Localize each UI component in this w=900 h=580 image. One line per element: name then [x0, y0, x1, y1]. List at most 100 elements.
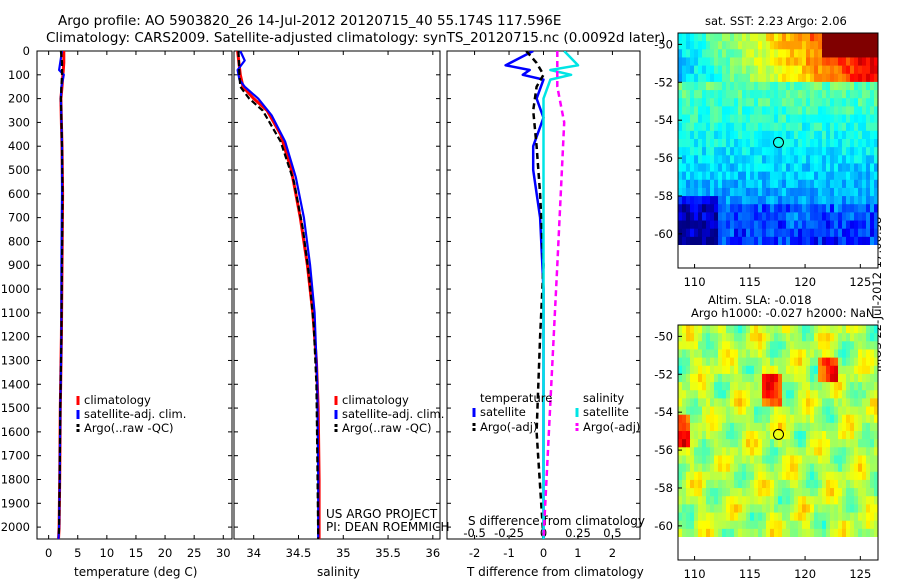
- sla-cell: [870, 447, 875, 456]
- sla-cell: [698, 341, 703, 350]
- sst-cell: [826, 220, 831, 230]
- sst-cell: [806, 73, 811, 83]
- sst-cell: [862, 114, 867, 124]
- sla-cell: [818, 463, 823, 473]
- sst-cell: [738, 220, 743, 230]
- depth-tick-label: 500: [8, 163, 30, 177]
- sla-cell: [782, 520, 787, 530]
- sla-cell: [778, 488, 783, 497]
- sst-cell: [714, 65, 719, 75]
- sst-cell: [726, 114, 731, 124]
- sla-cell: [698, 479, 703, 489]
- sla-cell: [790, 528, 795, 538]
- sst-cell: [826, 179, 831, 189]
- sst-cell: [822, 228, 827, 238]
- sst-cell: [862, 147, 867, 156]
- sst-cell: [874, 57, 879, 67]
- sla-cell: [730, 455, 735, 465]
- sla-cell: [826, 439, 831, 448]
- sla-cell: [738, 512, 743, 522]
- sst-cell: [730, 139, 735, 148]
- sst-cell: [754, 147, 759, 156]
- sst-cell: [834, 33, 839, 42]
- sst-cell: [734, 155, 739, 164]
- sla-cell: [802, 479, 807, 489]
- sst-cell: [870, 139, 875, 148]
- sst-cell: [846, 57, 851, 67]
- sla-cell: [854, 471, 859, 481]
- sst-cell: [758, 228, 763, 238]
- sst-cell: [798, 171, 803, 181]
- sst-cell: [746, 147, 751, 156]
- sst-cell: [842, 212, 847, 222]
- sst-cell: [802, 65, 807, 75]
- sst-cell: [870, 33, 875, 42]
- sla-cell: [706, 439, 711, 448]
- sst-cell: [846, 228, 851, 238]
- sla-cell: [790, 398, 795, 408]
- sla-cell: [802, 463, 807, 473]
- sla-cell: [806, 512, 811, 522]
- sst-cell: [810, 106, 815, 116]
- sst-cell: [718, 98, 723, 107]
- sst-cell: [678, 130, 683, 140]
- sla-cell: [854, 406, 859, 416]
- sst-cell: [802, 33, 807, 42]
- sst-cell: [786, 179, 791, 189]
- sla-cell: [866, 463, 871, 473]
- sla-cell: [866, 488, 871, 497]
- sla-cell: [854, 439, 859, 448]
- sla-cell: [814, 520, 819, 530]
- sst-cell: [762, 98, 767, 107]
- sla-cell: [682, 382, 687, 391]
- sla-cell: [710, 471, 715, 481]
- sst-cell: [874, 179, 879, 189]
- sst-cell: [810, 187, 815, 197]
- sla-cell: [862, 333, 867, 342]
- sst-cell: [822, 33, 827, 42]
- sla-cell: [722, 341, 727, 350]
- sla-cell: [706, 455, 711, 465]
- sla-cell: [802, 488, 807, 497]
- sla-cell: [754, 333, 759, 342]
- sst-cell: [874, 106, 879, 116]
- sst-cell: [810, 73, 815, 83]
- sst-cell: [774, 171, 779, 181]
- sst-cell: [866, 41, 871, 50]
- sst-cell: [850, 147, 855, 156]
- sst-cell: [694, 163, 699, 173]
- sla-cell: [686, 349, 691, 359]
- sla-cell: [794, 382, 799, 391]
- sst-cell: [858, 65, 863, 75]
- sst-cell: [746, 114, 751, 124]
- sla-cell: [782, 341, 787, 350]
- sst-cell: [826, 171, 831, 181]
- sst-cell: [730, 65, 735, 75]
- sla-cell: [834, 471, 839, 481]
- sst-cell: [794, 228, 799, 238]
- sla-cell: [814, 471, 819, 481]
- sst-cell: [822, 196, 827, 205]
- sst-cell: [758, 187, 763, 197]
- sst-cell: [818, 90, 823, 99]
- sst-cell: [722, 41, 727, 50]
- sla-cell: [802, 520, 807, 530]
- sla-cell: [822, 414, 827, 424]
- sst-cell: [866, 130, 871, 140]
- sst-xtick-label: 115: [739, 275, 761, 289]
- sla-cell: [806, 479, 811, 489]
- sst-cell: [750, 228, 755, 238]
- sla-cell: [866, 341, 871, 350]
- sla-cell: [730, 365, 735, 375]
- sst-cell: [738, 163, 743, 173]
- sla-cell: [846, 504, 851, 514]
- sla-cell: [690, 520, 695, 530]
- sla-cell: [846, 520, 851, 530]
- sla-cell: [842, 488, 847, 497]
- sst-cell: [834, 57, 839, 67]
- sla-cell: [722, 414, 727, 424]
- sst-cell: [854, 81, 859, 91]
- sla-cell: [822, 512, 827, 522]
- temp-xtick-label: 5: [74, 546, 81, 560]
- sst-cell: [830, 212, 835, 222]
